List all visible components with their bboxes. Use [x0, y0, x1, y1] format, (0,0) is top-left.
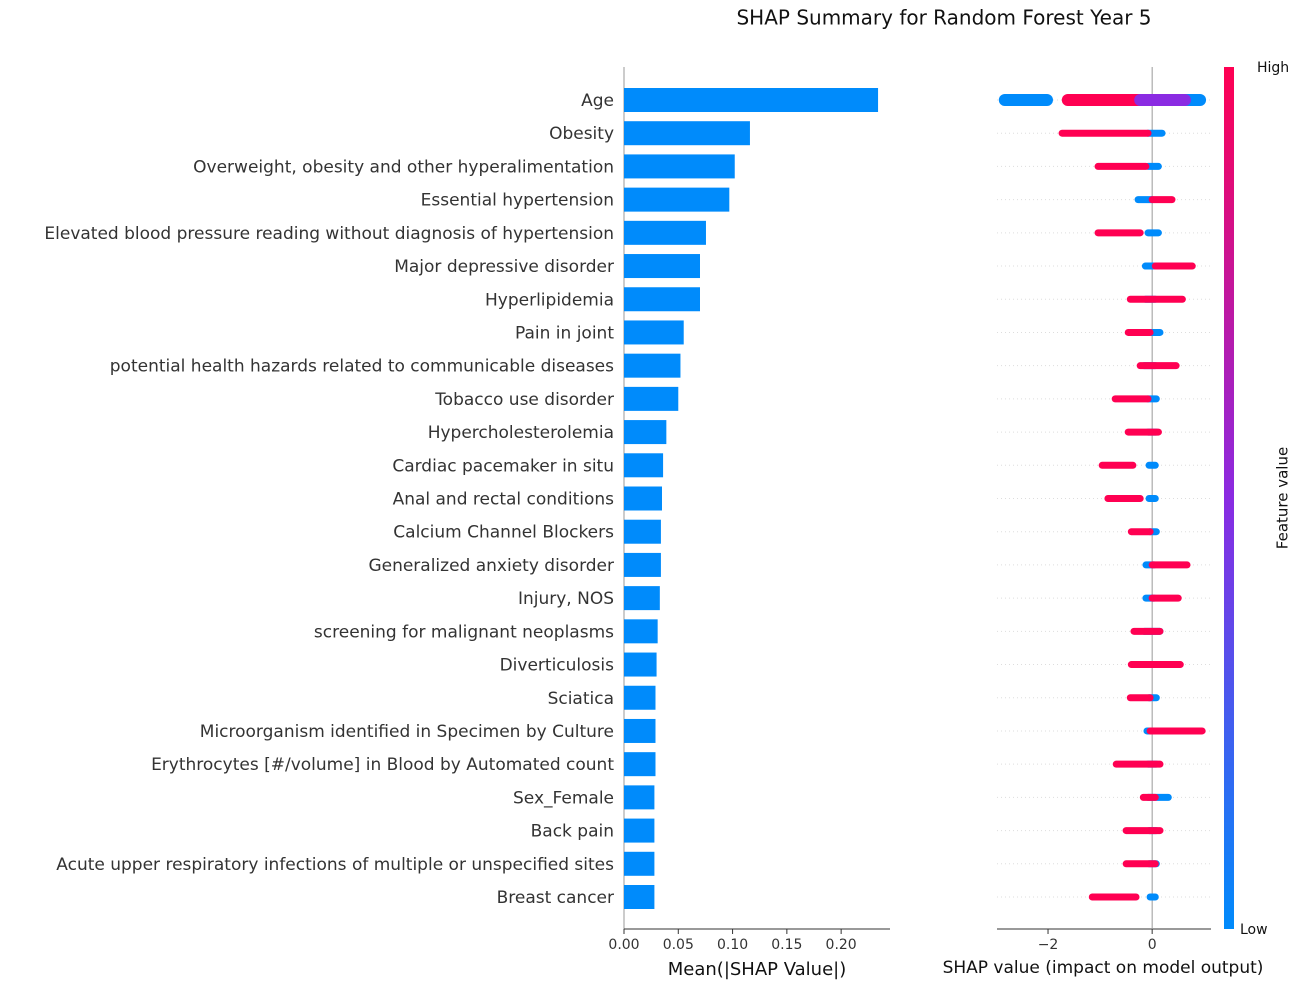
x-tick-label: 0.20 — [826, 937, 857, 953]
bar — [624, 254, 700, 279]
bar — [624, 785, 655, 810]
bar — [624, 220, 706, 245]
y-tick-label: Overweight, obesity and other hyperalime… — [193, 157, 614, 177]
bar — [624, 685, 656, 710]
y-tick-label: Diverticulosis — [500, 656, 615, 676]
y-tick-label: Injury, NOS — [518, 589, 614, 609]
bar — [624, 885, 655, 909]
y-tick-label: Sciatica — [548, 689, 614, 709]
bar — [624, 88, 879, 112]
y-tick-label: Sex_Female — [513, 788, 614, 808]
x-axis-label: SHAP value (impact on model output) — [943, 958, 1264, 978]
x-tick-label: 0.00 — [608, 937, 639, 953]
x-tick-label: 0.15 — [771, 937, 802, 953]
chart-title: SHAP Summary for Random Forest Year 5 — [736, 6, 1151, 30]
bar — [624, 121, 750, 146]
x-tick-label: 0.10 — [717, 937, 748, 953]
colorbar-low-label: Low — [1240, 922, 1268, 938]
y-tick-label: potential health hazards related to comm… — [110, 357, 614, 377]
bar — [624, 818, 655, 843]
y-tick-label: Obesity — [549, 124, 614, 144]
y-tick-label: Hyperlipidemia — [485, 290, 614, 310]
bar — [624, 519, 661, 544]
x-tick-label: −2 — [1038, 937, 1059, 953]
colorbar-high-label: High — [1257, 60, 1289, 76]
bar — [624, 420, 667, 445]
bar — [624, 187, 730, 212]
bar — [624, 486, 662, 511]
y-tick-label: Cardiac pacemaker in situ — [392, 456, 614, 476]
y-tick-label: Tobacco use disorder — [434, 390, 614, 410]
y-tick-label: Hypercholesterolemia — [428, 423, 614, 443]
bar — [624, 586, 660, 611]
colorbar — [1224, 67, 1234, 929]
bar — [624, 619, 658, 644]
y-tick-label: Microorganism identified in Specimen by … — [200, 722, 614, 742]
bar — [624, 453, 664, 478]
y-tick-label: Acute upper respiratory infections of mu… — [56, 855, 614, 875]
x-tick-label: 0.05 — [663, 937, 694, 953]
bar — [624, 320, 684, 345]
bar — [624, 353, 681, 378]
bar — [624, 718, 656, 743]
x-tick-label: 0 — [1148, 937, 1157, 953]
y-tick-label: Calcium Channel Blockers — [393, 523, 614, 543]
bar — [624, 652, 657, 677]
colorbar-label: Feature value — [1274, 447, 1292, 549]
y-tick-label: Essential hypertension — [421, 191, 614, 211]
x-axis-label: Mean(|SHAP Value|) — [668, 959, 847, 980]
y-tick-label: Pain in joint — [515, 323, 614, 343]
y-tick-label: Anal and rectal conditions — [393, 490, 615, 510]
y-tick-label: Age — [581, 91, 614, 111]
bar — [624, 752, 656, 777]
bar — [624, 851, 655, 876]
y-tick-label: Erythrocytes [#/volume] in Blood by Auto… — [151, 755, 614, 775]
y-tick-label: Generalized anxiety disorder — [368, 556, 614, 576]
bar — [624, 287, 700, 312]
y-tick-label: Major depressive disorder — [394, 257, 614, 277]
y-tick-label: screening for malignant neoplasms — [314, 622, 614, 642]
y-tick-label: Breast cancer — [497, 888, 614, 908]
bar — [624, 552, 661, 577]
bar — [624, 386, 679, 411]
y-tick-label: Back pain — [531, 822, 614, 842]
y-tick-label: Elevated blood pressure reading without … — [44, 224, 614, 244]
bar — [624, 154, 735, 179]
